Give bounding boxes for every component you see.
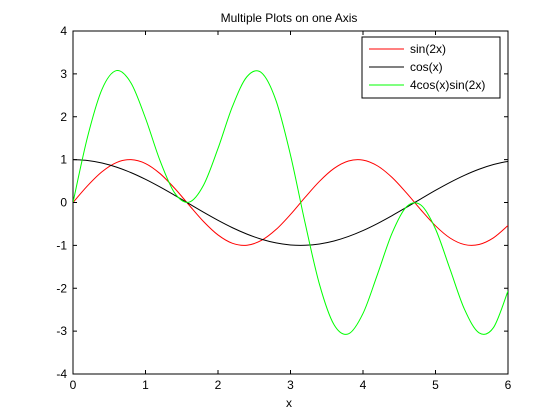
- x-tick-label: 6: [505, 378, 512, 392]
- x-tick-label: 1: [142, 378, 149, 392]
- y-tick-label: -1: [56, 238, 67, 252]
- y-tick-label: 4: [60, 24, 67, 38]
- y-tick-label: 1: [60, 153, 67, 167]
- legend-label-2: cos(x): [410, 60, 443, 74]
- y-tick-label: 3: [60, 67, 67, 81]
- series-line-2: [73, 159, 508, 246]
- chart-title: Multiple Plots on one Axis: [221, 11, 358, 25]
- legend-label-3: 4cos(x)sin(2x): [410, 78, 485, 92]
- x-axis-label: x: [286, 396, 292, 410]
- legend-entries: sin(2x) cos(x) 4cos(x)sin(2x): [369, 42, 485, 92]
- x-tick-label: 0: [70, 378, 77, 392]
- series-line-3: [73, 69, 508, 335]
- legend: sin(2x) cos(x) 4cos(x)sin(2x): [361, 36, 501, 99]
- y-tick-label: 2: [60, 110, 67, 124]
- series-line-1: [73, 159, 508, 246]
- series-layer: [73, 69, 508, 335]
- tick-layer: 0 1 2 3 4 5 6 -4 -3 -2 -1 0 1 2 3 4: [56, 24, 511, 392]
- legend-label-1: sin(2x): [410, 42, 446, 56]
- x-tick-label: 4: [360, 378, 367, 392]
- x-tick-label: 3: [287, 378, 294, 392]
- y-tick-label: -3: [56, 324, 67, 338]
- y-tick-label: -4: [56, 367, 67, 381]
- x-tick-label: 2: [215, 378, 222, 392]
- y-tick-label: -2: [56, 281, 67, 295]
- y-tick-label: 0: [60, 196, 67, 210]
- x-tick-label: 5: [432, 378, 439, 392]
